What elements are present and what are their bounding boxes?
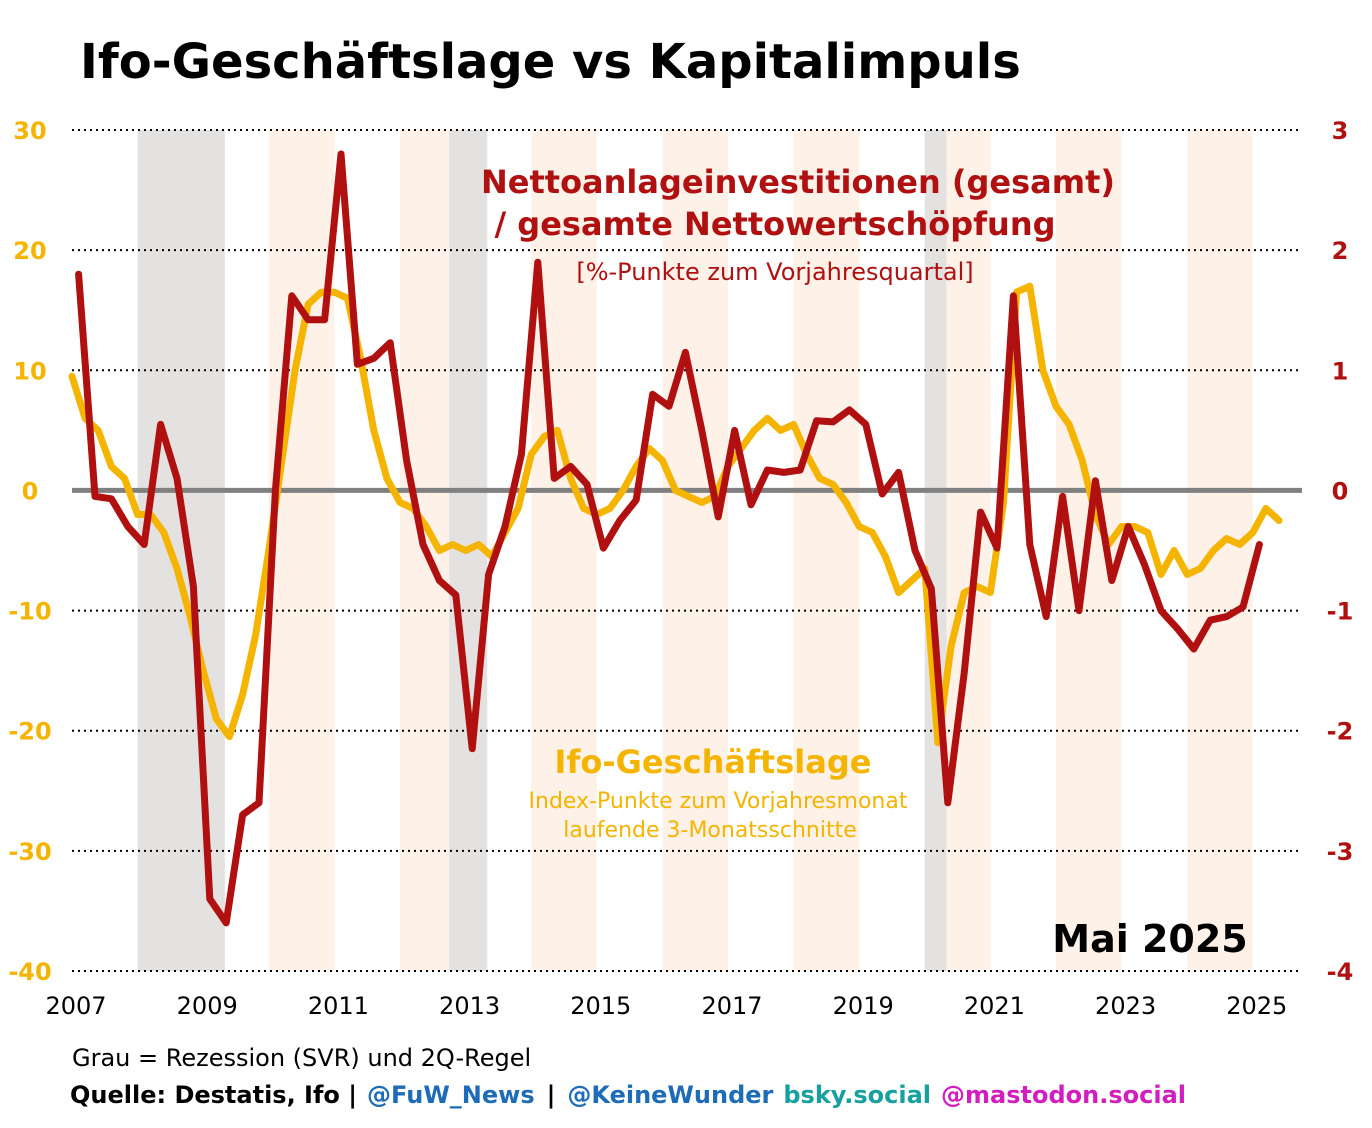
handle-bsky: bsky.social — [783, 1081, 931, 1109]
red-series-unit: [%-Punkte zum Vorjahresquartal] — [576, 258, 973, 286]
recession-band-0 — [137, 130, 225, 971]
source-separator: | — [547, 1081, 556, 1109]
handle-fuw: @FuW_News — [367, 1081, 535, 1109]
yellow-series-unit: Index-Punkte zum Vorjahresmonat — [529, 789, 908, 814]
x-tick-label: 2009 — [177, 992, 238, 1020]
yellow-series-note: laufende 3-Monatsschnitte — [563, 818, 857, 843]
right-tick-label: -4 — [1327, 958, 1354, 986]
source-line: Quelle: Destatis, Ifo | @FuW_News | @KeineW… — [70, 1081, 1186, 1109]
left-tick-label: 0 — [22, 477, 39, 505]
right-tick-label: -1 — [1327, 598, 1354, 626]
red-series-label-line1: Nettoanlageinvestitionen (gesamt) — [481, 163, 1115, 201]
red-series-label-line2: / gesamte Nettowertschöpfung — [494, 205, 1055, 243]
x-tick-label: 2007 — [45, 992, 106, 1020]
x-tick-label: 2021 — [964, 992, 1025, 1020]
chart-title: Ifo-Geschäftslage vs Kapitalimpuls — [80, 34, 1021, 90]
left-tick-label: 20 — [13, 237, 46, 265]
right-tick-label: 2 — [1332, 237, 1349, 265]
right-tick-label: 0 — [1332, 477, 1349, 505]
left-tick-label: 10 — [13, 357, 46, 385]
recession-band-2 — [924, 130, 947, 971]
series-line-nettoanlage — [75, 150, 1263, 927]
footnote-recession: Grau = Rezession (SVR) und 2Q-Regel — [72, 1044, 531, 1072]
x-tick-label: 2025 — [1226, 992, 1287, 1020]
left-tick-label: -20 — [8, 718, 51, 746]
x-tick-label: 2015 — [570, 992, 631, 1020]
right-tick-label: 3 — [1332, 117, 1349, 145]
handle-keinewunder: @KeineWunder — [567, 1081, 773, 1109]
year-band-2 — [531, 130, 597, 971]
right-tick-label: -2 — [1327, 718, 1354, 746]
x-tick-label: 2019 — [833, 992, 894, 1020]
date-label: Mai 2025 — [1052, 917, 1247, 961]
x-axis-ticks: 2007 2009 2011 2013 2015 2017 2019 2021 2023 2025 — [45, 992, 1287, 1020]
year-band-7 — [1187, 130, 1253, 971]
left-tick-label: -40 — [8, 958, 51, 986]
left-tick-label: 30 — [13, 117, 46, 145]
x-tick-label: 2023 — [1095, 992, 1156, 1020]
right-axis-ticks: 3 2 1 0 -1 -2 -3 -4 — [1327, 117, 1354, 986]
x-tick-label: 2011 — [308, 992, 369, 1020]
year-band-4 — [793, 130, 860, 971]
left-axis-ticks: 30 20 10 0 -10 -20 -30 -40 — [8, 117, 51, 986]
left-tick-label: -30 — [8, 838, 51, 866]
year-band-0 — [268, 130, 335, 971]
handle-mastodon: @mastodon.social — [941, 1081, 1186, 1109]
gridlines — [72, 129, 1302, 972]
year-band-3 — [662, 130, 728, 971]
x-tick-label: 2017 — [701, 992, 762, 1020]
source-label: Quelle: Destatis, Ifo | — [70, 1081, 357, 1109]
yellow-series-label: Ifo-Geschäftslage — [555, 743, 872, 781]
x-tick-label: 2013 — [439, 992, 500, 1020]
left-tick-label: -10 — [8, 598, 51, 626]
right-tick-label: 1 — [1332, 357, 1349, 385]
right-tick-label: -3 — [1327, 838, 1354, 866]
